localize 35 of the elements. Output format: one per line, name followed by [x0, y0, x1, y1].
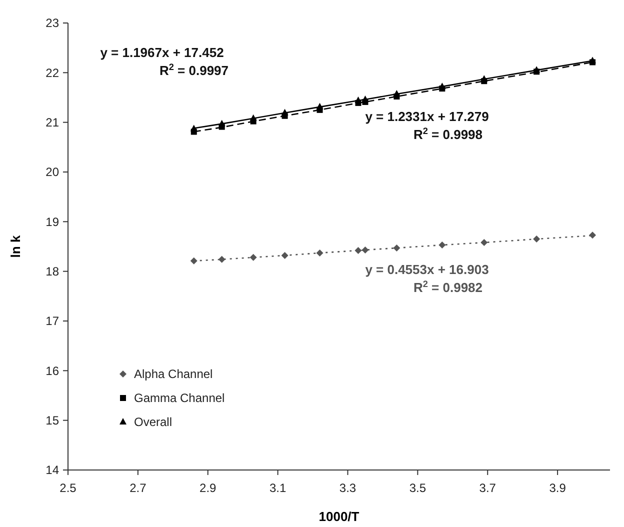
annotation: y = 1.1967x + 17.452: [100, 45, 224, 60]
x-tick-label: 3.5: [409, 481, 426, 495]
point: [589, 232, 596, 239]
y-tick-label: 23: [46, 16, 60, 30]
point: [438, 242, 446, 249]
y-tick-label: 20: [46, 165, 60, 180]
y-tick-label: 16: [46, 364, 60, 378]
annotation: y = 0.4553x + 16.903: [365, 262, 489, 277]
y-tick-label: 17: [46, 314, 60, 328]
y-axis-title: ln k: [8, 234, 23, 258]
y-tick-label: 18: [46, 264, 60, 279]
point: [316, 249, 324, 256]
y-tick-label: 21: [46, 116, 60, 130]
x-axis-title: 1000/T: [318, 509, 360, 524]
y-tick-label: 14: [46, 463, 60, 478]
legend-label: Gamma Channel: [134, 391, 225, 406]
x-tick-label: 3.3: [339, 481, 356, 495]
point: [281, 252, 288, 259]
point: [354, 246, 362, 254]
legend-label: Alpha Channel: [134, 367, 213, 382]
x-tick-label: 2.9: [200, 481, 217, 495]
legend-label: Overall: [134, 415, 172, 430]
annotation: R$^{2}$ = 0.9997: [159, 62, 229, 78]
x-tick-label: 3.7: [479, 481, 496, 495]
point: [533, 236, 540, 243]
x-tick-label: 3.1: [269, 481, 286, 495]
x-tick-label: 3.9: [549, 481, 566, 495]
annotation: R$^{2}$ = 0.9998: [413, 126, 483, 142]
annotation: y = 1.2331x + 17.279: [365, 109, 489, 124]
y-tick-label: 19: [46, 214, 60, 229]
y-tick-label: 22: [46, 66, 60, 80]
x-tick-label: 2.7: [130, 481, 147, 495]
x-tick-label: 2.5: [60, 481, 77, 495]
annotation: R$^{2}$ = 0.9982: [413, 279, 483, 295]
y-tick-label: 15: [46, 414, 60, 428]
